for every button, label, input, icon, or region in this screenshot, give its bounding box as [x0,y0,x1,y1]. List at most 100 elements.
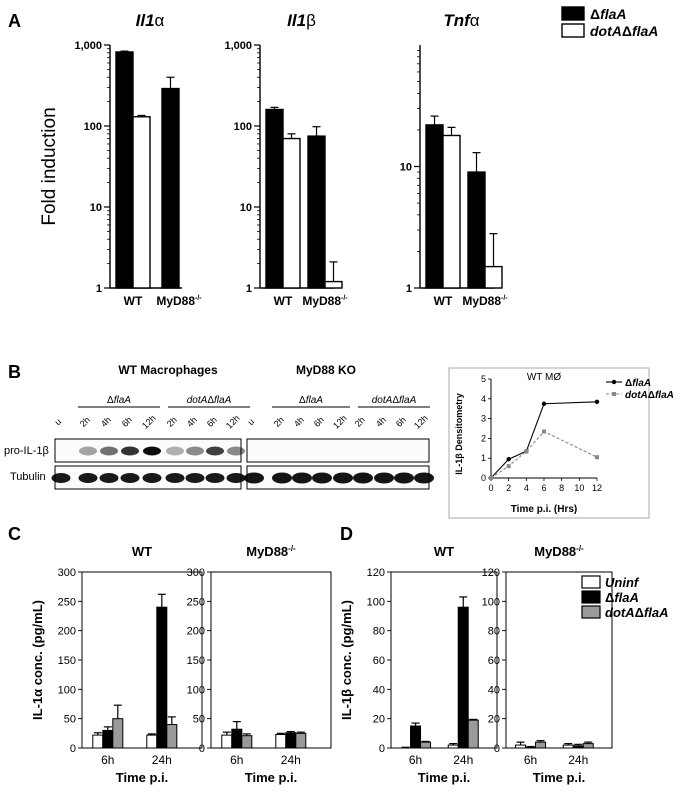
label-part: Δ [635,605,644,620]
chart-a-2: 1 10 100 1,000 WT MyD88-/- Il1β [224,11,348,308]
y-tick-label: 3 [481,414,486,424]
blot-lane-label: u [53,417,64,428]
y-tick-label: 300 [58,567,76,579]
x-tick-label: MyD88-/- [156,294,202,308]
y-tick-label: 50 [193,714,205,726]
legend-swatch [581,575,601,589]
bar [265,108,284,289]
label-part: flaA [600,6,626,22]
bar [442,134,461,289]
blot-row-label: pro-IL-1β [4,445,49,457]
label-part: WT [124,294,143,308]
x-tick-label: WT [274,294,293,308]
plot-frame [210,571,332,749]
chart-d-1: 0 20 40 60 80 100 120 6h 24h Time p.i. WT IL-1β con… [339,544,498,785]
bar [146,734,158,749]
blot-lane-label: 2h [353,415,367,429]
series-point [506,464,511,469]
blot-group-label: dotAΔflaA [187,395,232,406]
label-part: α [155,11,165,30]
y-tick-label: 100 [234,121,252,133]
x-tick-label: 6h [230,753,243,767]
label-part: WT [434,294,453,308]
y-tick-label: 5 [481,374,486,384]
label-part: dotA [625,390,648,401]
label-part: Il1 [136,11,155,30]
bar [241,735,253,749]
y-tick-label: 2 [481,433,486,443]
label-part: WT [434,544,454,559]
y-tick-label: 200 [58,626,76,638]
y-tick-label: 1 [96,283,102,295]
bar [467,171,486,289]
x-tick-label: 8 [559,483,564,493]
label-part: flaA [114,395,132,406]
series-line [490,430,598,479]
blot-lane-label: u [246,417,257,428]
label-part: β [306,11,316,30]
y-tick-label: 1,000 [74,40,102,52]
band [414,472,434,484]
label-part: Δ [648,390,655,401]
line-chart-title: WT MØ [527,372,561,383]
bar [410,725,422,749]
y-tick-label: 50 [64,714,76,726]
band [165,473,185,483]
band [78,473,98,483]
bar [582,743,594,749]
y-tick-label: 80 [488,626,500,638]
series-point [489,476,493,480]
y-axis-title: Fold induction [39,107,60,225]
blot-lane-label: 4h [185,415,199,429]
panel-letter-c: C [8,524,21,544]
panel-letter-a: A [8,11,21,31]
bar [221,734,233,749]
label-part: dotA [187,395,208,406]
x-tick-label: 0 [488,483,493,493]
legend-label: dotAΔflaA [590,23,658,39]
y-tick-label: 80 [373,626,385,638]
blot-lane-label: 12h [224,413,242,431]
blot-lane-label: 12h [412,413,430,431]
band [312,472,332,484]
y-tick-label: 100 [367,596,385,608]
label-part: dotA [605,605,635,620]
y-tick-label: 250 [58,596,76,608]
label-part: WT [274,294,293,308]
band [166,446,184,456]
legend-label: ΔflaA [590,6,627,22]
bar [275,734,287,749]
label-part: Δ [299,395,306,406]
bar [102,729,114,749]
label-part: MyD88 [156,294,195,308]
legend-swatch [581,590,601,604]
label-part: Δ [590,6,600,22]
blot-lane-label: 2h [272,415,286,429]
bar [295,732,307,749]
y-tick-label: 10 [90,202,102,214]
label-part: -/- [341,295,348,302]
y-tick-label: 60 [488,655,500,667]
band [120,473,140,483]
label-part: Δ [605,590,614,605]
chart-c-1: 0 50 100 150 200 250 300 6h 24h Time p.i. WT IL-1α … [30,544,203,785]
bar [115,51,134,289]
chart-title: WT [132,544,152,559]
blot-lane-label: 4h [292,415,306,429]
blot-lane-label: 6h [312,415,326,429]
band [185,473,205,483]
label-part: flaA [214,395,232,406]
label-part: flaA [632,378,651,389]
chart-a-3: 1 10 WT MyD88-/- Tnfα [400,11,509,308]
chart-title: Il1α [136,11,165,30]
blot-row-label: Tubulin [10,471,46,483]
label-part: Δ [625,378,632,389]
series-point [506,456,511,462]
y-tick-label: 1 [246,283,252,295]
band [121,446,139,456]
